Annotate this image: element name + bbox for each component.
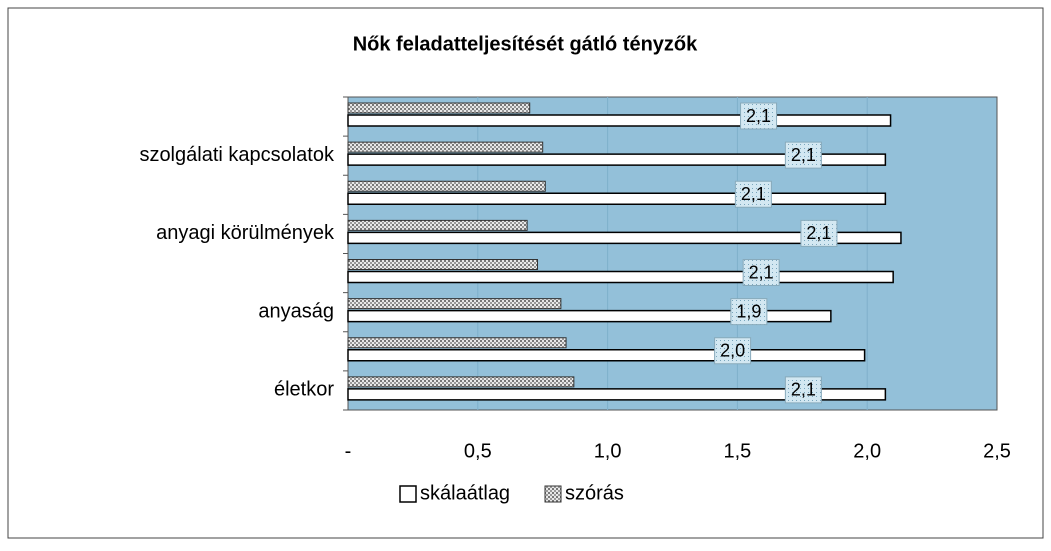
data-label-box [730, 298, 768, 326]
legend-swatch [399, 485, 417, 503]
x-tick-label: 2,5 [983, 440, 1011, 462]
x-tick-label: 2,0 [853, 440, 881, 462]
bar [347, 141, 544, 153]
chart-title: Nők feladatteljesítését gátló tényzők [353, 33, 698, 55]
y-tick-label: életkor [274, 379, 334, 401]
x-tick-label: 0,5 [464, 440, 492, 462]
bar [347, 270, 894, 284]
data-label: 2,1 [746, 106, 771, 126]
legend-label: szórás [565, 482, 624, 504]
bar [347, 192, 887, 205]
bar [347, 114, 892, 127]
bar [347, 309, 832, 323]
bar [347, 376, 575, 388]
bar [347, 259, 539, 270]
data-label: 2,1 [791, 145, 816, 165]
data-label: 2,1 [741, 184, 766, 204]
data-label: 2,1 [749, 262, 774, 282]
data-label: 2,0 [720, 341, 745, 361]
data-label: 2,1 [806, 223, 831, 243]
y-tick-label: anyaság [258, 300, 334, 322]
data-label: 2,1 [791, 380, 816, 400]
data-label-box [740, 102, 778, 130]
data-label-box [800, 219, 838, 247]
legend-label: skálaátlag [420, 482, 510, 504]
data-label-box [734, 180, 772, 208]
data-label-box [714, 337, 752, 365]
bar [347, 231, 902, 245]
bar [347, 337, 567, 349]
bar [347, 219, 528, 231]
bar [347, 388, 887, 401]
data-label-box [784, 141, 822, 169]
bar [347, 349, 866, 362]
data-label-box [742, 259, 780, 286]
x-tick-label: 1,0 [594, 440, 622, 462]
y-tick-label: anyagi körülmények [156, 222, 335, 244]
bar [347, 298, 562, 310]
legend-swatch [544, 485, 562, 503]
x-tick-label: 1,5 [723, 440, 751, 462]
bar [347, 180, 546, 192]
x-tick-label: - [345, 440, 352, 462]
bar [347, 102, 531, 114]
data-label: 1,9 [736, 301, 761, 321]
data-label-box [784, 376, 822, 404]
bar [347, 153, 887, 166]
y-tick-label: szolgálati kapcsolatok [139, 144, 335, 166]
